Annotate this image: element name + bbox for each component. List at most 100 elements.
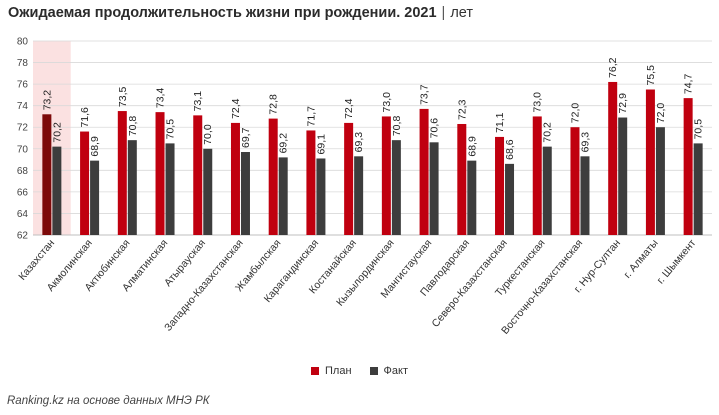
bar-plan — [42, 114, 52, 235]
data-label-plan: 72,8 — [268, 94, 280, 115]
data-label-fact: 72,9 — [617, 93, 629, 114]
data-label-fact: 70,8 — [391, 116, 403, 137]
bar-plan — [155, 112, 165, 235]
bar-plan — [230, 122, 240, 235]
data-label-plan: 71,6 — [79, 107, 91, 128]
bar-fact — [467, 160, 477, 235]
bar-plan — [532, 116, 542, 235]
data-label-plan: 71,1 — [494, 112, 506, 133]
bar-fact — [240, 152, 250, 235]
bar-plan — [608, 81, 618, 235]
bar-fact — [52, 146, 62, 235]
data-label-fact: 68,9 — [89, 136, 101, 157]
chart-title: Ожидаемая продолжительность жизни при ро… — [8, 5, 473, 21]
y-tick-label: 76 — [17, 80, 29, 91]
bar-plan — [117, 111, 127, 235]
legend-label-plan: План — [325, 365, 352, 377]
bar-fact — [354, 156, 364, 235]
bar-fact — [278, 157, 288, 235]
data-label-plan: 73,0 — [381, 92, 393, 113]
bar-plan — [306, 130, 316, 235]
data-label-fact: 70,2 — [542, 122, 554, 143]
bar-fact — [127, 140, 137, 235]
bar-fact — [580, 156, 590, 235]
x-tick-label: г. Шымкент — [655, 237, 699, 286]
bar-plan — [193, 115, 203, 235]
y-tick-label: 62 — [17, 231, 29, 242]
bar-fact — [429, 142, 439, 235]
bar-fact — [693, 143, 703, 235]
bar-fact — [90, 160, 100, 235]
bar-plan — [645, 89, 655, 235]
data-label-plan: 73,0 — [532, 92, 544, 113]
data-label-plan: 72,4 — [230, 98, 242, 119]
bar-plan — [457, 123, 467, 235]
bar-fact — [618, 117, 628, 235]
bar-plan — [344, 122, 354, 235]
data-label-fact: 69,3 — [353, 132, 365, 153]
data-label-plan: 73,4 — [155, 88, 167, 109]
bar-fact — [165, 143, 175, 235]
data-label-fact: 70,5 — [165, 119, 177, 140]
y-tick-label: 80 — [17, 37, 29, 48]
data-label-fact: 70,0 — [202, 124, 214, 145]
bar-plan — [268, 118, 278, 235]
y-tick-label: 74 — [17, 101, 29, 112]
y-tick-label: 78 — [17, 58, 29, 69]
data-label-plan: 72,3 — [456, 99, 468, 120]
data-label-plan: 73,1 — [192, 91, 204, 112]
bar-fact — [505, 163, 515, 235]
y-tick-label: 72 — [17, 123, 29, 134]
data-label-plan: 71,7 — [305, 106, 317, 127]
bar-plan — [570, 127, 580, 235]
x-tick-label: Казахстан — [16, 237, 57, 283]
bar-plan — [381, 116, 391, 235]
data-label-plan: 76,2 — [607, 57, 619, 78]
bar-fact — [203, 148, 213, 235]
data-label-fact: 70,6 — [429, 118, 441, 139]
data-label-plan: 73,7 — [419, 84, 431, 105]
title-separator: | — [441, 5, 446, 21]
legend-item-plan: План — [311, 365, 352, 377]
legend-swatch-plan — [311, 367, 319, 375]
bar-plan — [495, 136, 505, 235]
source-note: Ranking.kz на основе данных МНЭ РК — [7, 395, 210, 407]
y-tick-label: 70 — [17, 144, 29, 155]
data-label-fact: 70,8 — [127, 116, 139, 137]
x-tick-label: г. Алматы — [622, 237, 661, 280]
data-label-plan: 73,5 — [117, 86, 129, 107]
data-label-fact: 69,2 — [278, 133, 290, 154]
data-label-plan: 73,2 — [41, 90, 53, 111]
legend-item-fact: Факт — [369, 365, 408, 377]
highlight-band — [33, 41, 71, 235]
data-label-plan: 72,4 — [343, 98, 355, 119]
bar-fact — [655, 127, 665, 235]
title-text: Ожидаемая продолжительность жизни при ро… — [8, 5, 437, 21]
legend-label-fact: Факт — [383, 365, 408, 377]
data-label-fact: 72,0 — [655, 103, 667, 124]
bar-fact — [391, 140, 401, 235]
data-label-fact: 69,1 — [315, 134, 327, 155]
chart-legend: План Факт — [0, 365, 719, 377]
data-label-fact: 70,5 — [693, 119, 705, 140]
data-label-plan: 74,7 — [683, 74, 695, 95]
data-label-fact: 69,3 — [579, 132, 591, 153]
bar-fact — [542, 146, 552, 235]
title-unit: лет — [450, 5, 474, 21]
bar-plan — [683, 98, 693, 235]
data-label-fact: 68,6 — [504, 139, 516, 160]
legend-swatch-fact — [369, 367, 378, 375]
y-tick-label: 64 — [17, 209, 29, 220]
x-tick-label: Северо-Казахстанская — [429, 237, 509, 330]
data-label-fact: 68,9 — [466, 136, 478, 157]
y-tick-label: 68 — [17, 166, 29, 177]
data-label-plan: 72,0 — [569, 103, 581, 124]
bar-fact — [316, 158, 326, 235]
data-label-fact: 69,7 — [240, 127, 252, 148]
data-label-fact: 70,2 — [51, 122, 63, 143]
y-tick-label: 66 — [17, 187, 29, 198]
data-label-plan: 75,5 — [645, 65, 657, 86]
bar-plan — [419, 108, 429, 235]
bar-plan — [80, 131, 90, 235]
